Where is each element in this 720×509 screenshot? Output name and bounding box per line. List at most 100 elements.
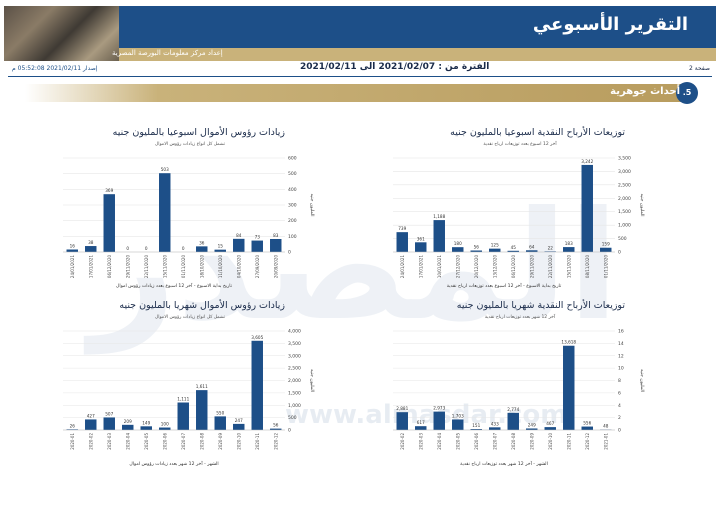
x-tick-label: 2020-04	[437, 433, 442, 450]
x-axis-label: تاريخ بداية الاسبوع - آخر 12 اسبوع بعدد …	[447, 283, 562, 289]
bar	[544, 427, 556, 430]
bar	[415, 242, 427, 252]
bar	[415, 426, 427, 430]
bar	[470, 429, 482, 430]
x-tick-label: 2020-07	[181, 433, 186, 450]
x-tick-label: 27/12/2020	[455, 255, 460, 279]
data-label: 209	[124, 419, 132, 424]
y-tick-label: 1,000	[618, 223, 631, 229]
chart-svg: 0 100 200 300 400 500 600 المليون جنيه 16 24/01/2…	[63, 156, 314, 289]
data-label: 56	[273, 423, 279, 428]
bar	[103, 194, 115, 252]
bar	[581, 426, 593, 430]
x-tick-label: 15/11/2020	[566, 255, 571, 279]
meta-row: إصدار 2021/02/11 05:52:08 م الفترة من : …	[0, 62, 720, 76]
x-tick-label: 06/12/2020	[511, 255, 516, 279]
y-tick-label: 14	[618, 341, 624, 347]
chart-capital-monthly: زيادات رؤوس الأموال شهريا بالمليون جنيه …	[55, 298, 325, 468]
section-number: .5	[676, 82, 698, 104]
data-label: 550	[216, 410, 224, 415]
report-subtitle: إعداد مركز معلومات البورصة المصرية	[112, 49, 223, 57]
report-banner: التقرير الأسبوعي إعداد مركز معلومات البو…	[0, 6, 720, 61]
chart-subtitle: تشمل كل انواع زيادات رؤوس الاموال	[154, 142, 226, 147]
x-tick-label: 2020-09	[218, 433, 223, 450]
data-label: 64	[529, 244, 535, 249]
x-tick-label: 20/09/2020	[273, 255, 278, 279]
x-tick-label: 2020-12	[585, 433, 590, 450]
y-tick-label: 3,500	[288, 341, 301, 347]
bar	[233, 423, 245, 430]
section-bar	[25, 84, 690, 102]
report-title: التقرير الأسبوعي	[532, 14, 688, 35]
chart-title: توزيعات الأرباح النقدية اسبوعيا بالمليون…	[450, 127, 625, 138]
data-label: 2,774	[507, 407, 519, 412]
bar	[489, 248, 501, 252]
x-tick-label: 11/10/2020	[218, 255, 223, 279]
x-tick-label: 2020-03	[418, 433, 423, 450]
data-label: 183	[565, 241, 573, 246]
bar	[526, 428, 538, 430]
data-label: 84	[236, 233, 242, 238]
y-tick-label: 500	[288, 415, 297, 421]
bar	[433, 220, 445, 252]
data-label: 1,611	[196, 384, 208, 389]
header-rule	[8, 76, 712, 77]
y-tick-label: 500	[288, 171, 297, 177]
x-tick-label: 2020-08	[199, 433, 204, 450]
bar	[396, 412, 408, 430]
y-tick-label: 0	[288, 428, 291, 434]
data-label: 125	[491, 243, 499, 248]
data-label: 15	[218, 244, 224, 249]
y-tick-label: 200	[288, 218, 297, 224]
y-tick-label: 2,500	[288, 366, 301, 372]
data-label: 361	[417, 236, 425, 241]
x-tick-label: 29/11/2020	[529, 255, 534, 279]
bar	[452, 247, 464, 252]
x-tick-label: 13/12/2020	[492, 255, 497, 279]
x-tick-label: 2020-10	[236, 433, 241, 450]
bar	[103, 417, 115, 430]
x-tick-label: 2021-01	[603, 433, 608, 450]
y-tick-label: 6	[618, 390, 621, 396]
data-label: 249	[528, 422, 536, 427]
bar	[140, 426, 152, 430]
x-tick-label: 29/11/2020	[125, 255, 130, 279]
bar	[563, 345, 575, 430]
data-label: 0	[182, 246, 185, 251]
y-tick-label: 400	[288, 187, 297, 193]
data-label: 0	[126, 246, 129, 251]
x-tick-label: 18/10/2020	[199, 255, 204, 279]
data-label: 0	[145, 246, 148, 251]
bar	[251, 340, 263, 430]
x-tick-label: 17/01/2021	[418, 255, 423, 279]
data-label: 73	[255, 235, 261, 240]
x-tick-label: 22/11/2020	[548, 255, 553, 279]
data-label: 36	[199, 240, 205, 245]
y-tick-label: 0	[618, 428, 621, 434]
chart-svg: 0 500 1,000 1,500 2,000 2,500 3,000 3,500 المليو…	[393, 156, 644, 289]
bar	[196, 390, 208, 430]
bar	[251, 240, 263, 252]
bar	[270, 238, 282, 252]
x-tick-label: 2020-03	[107, 433, 112, 450]
data-label: 3,605	[251, 335, 263, 340]
bar	[66, 249, 78, 252]
y-axis-label: المليون جنيه	[309, 369, 314, 392]
bar	[396, 232, 408, 252]
x-tick-label: 2020-12	[273, 433, 278, 450]
x-axis-label: الشهر - آخر 12 شهر بعدد توزيعات ارباح نق…	[460, 461, 548, 467]
data-label: 149	[142, 420, 150, 425]
bar	[507, 412, 519, 430]
x-tick-label: 10/01/2021	[437, 255, 442, 279]
x-tick-label: 2020-09	[529, 433, 534, 450]
x-tick-label: 2020-05	[455, 433, 460, 450]
bar	[270, 428, 282, 430]
data-label: 2,973	[433, 406, 445, 411]
bar	[214, 249, 226, 252]
data-label: 739	[398, 226, 406, 231]
data-label: 556	[583, 421, 591, 426]
x-tick-label: 20/12/2020	[474, 255, 479, 279]
x-tick-label: 15/11/2020	[162, 255, 167, 279]
bar	[600, 247, 612, 252]
data-label: 369	[105, 188, 113, 193]
